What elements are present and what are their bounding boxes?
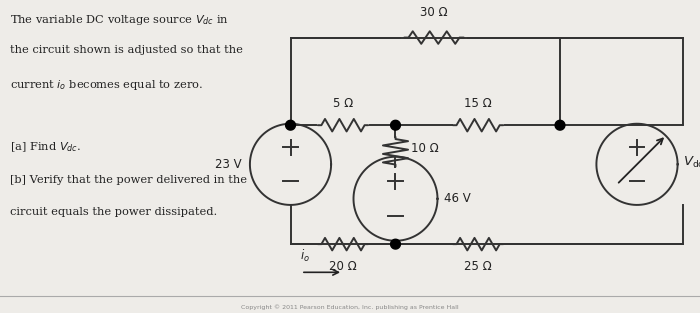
Text: 25 Ω: 25 Ω xyxy=(464,260,492,273)
Text: current $i_o$ becomes equal to zero.: current $i_o$ becomes equal to zero. xyxy=(10,78,204,92)
Text: 20 Ω: 20 Ω xyxy=(329,260,357,273)
Text: the circuit shown is adjusted so that the: the circuit shown is adjusted so that th… xyxy=(10,45,244,55)
Text: 46 V: 46 V xyxy=(444,192,471,205)
Text: 5 Ω: 5 Ω xyxy=(333,96,353,110)
Text: Copyright © 2011 Pearson Education, Inc. publishing as Prentice Hall: Copyright © 2011 Pearson Education, Inc.… xyxy=(241,304,458,310)
Text: circuit equals the power dissipated.: circuit equals the power dissipated. xyxy=(10,207,218,217)
Text: 10 Ω: 10 Ω xyxy=(411,142,439,155)
Text: $V_{\rm dc}$: $V_{\rm dc}$ xyxy=(683,155,700,170)
Text: 23 V: 23 V xyxy=(215,158,242,171)
Text: 30 Ω: 30 Ω xyxy=(420,6,448,19)
Text: The variable DC voltage source $V_{dc}$ in: The variable DC voltage source $V_{dc}$ … xyxy=(10,13,230,27)
Text: 15 Ω: 15 Ω xyxy=(464,96,492,110)
Text: [b] Verify that the power delivered in the: [b] Verify that the power delivered in t… xyxy=(10,175,248,185)
Polygon shape xyxy=(286,120,295,130)
Polygon shape xyxy=(555,120,565,130)
Text: $i_o$: $i_o$ xyxy=(300,249,309,264)
Polygon shape xyxy=(391,239,400,249)
Polygon shape xyxy=(391,120,400,130)
Text: [a] Find $V_{dc}$.: [a] Find $V_{dc}$. xyxy=(10,141,82,154)
